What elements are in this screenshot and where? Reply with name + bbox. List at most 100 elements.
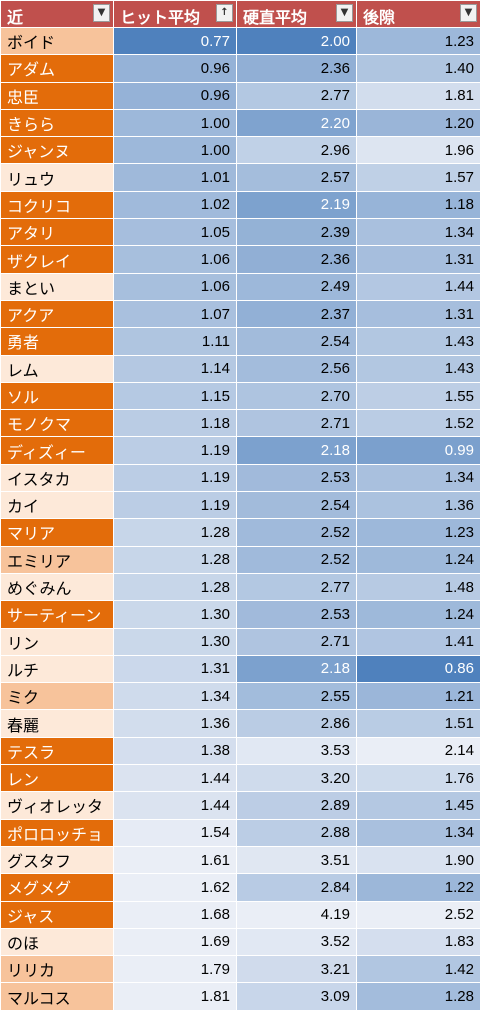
hit-average-cell[interactable]: 1.34: [114, 683, 237, 710]
recovery-cell[interactable]: 1.34: [357, 219, 480, 246]
name-cell[interactable]: アタリ: [1, 219, 114, 246]
recovery-cell[interactable]: 0.99: [357, 437, 480, 464]
recovery-cell[interactable]: 1.90: [357, 846, 480, 873]
recovery-cell[interactable]: 1.76: [357, 765, 480, 792]
filter-dropdown-icon[interactable]: ▼: [460, 4, 477, 22]
hit-average-cell[interactable]: 1.79: [114, 956, 237, 983]
stun-average-cell[interactable]: 2.84: [237, 874, 357, 901]
recovery-cell[interactable]: 0.86: [357, 655, 480, 682]
stun-average-cell[interactable]: 2.57: [237, 164, 357, 191]
name-cell[interactable]: アダム: [1, 55, 114, 82]
stun-average-cell[interactable]: 2.86: [237, 710, 357, 737]
recovery-cell[interactable]: 1.44: [357, 273, 480, 300]
stun-average-cell[interactable]: 2.71: [237, 410, 357, 437]
recovery-cell[interactable]: 1.21: [357, 683, 480, 710]
name-cell[interactable]: エミリア: [1, 546, 114, 573]
hit-average-cell[interactable]: 1.06: [114, 273, 237, 300]
name-cell[interactable]: モノクマ: [1, 410, 114, 437]
recovery-cell[interactable]: 1.52: [357, 410, 480, 437]
hit-average-cell[interactable]: 1.01: [114, 164, 237, 191]
name-cell[interactable]: コクリコ: [1, 191, 114, 218]
recovery-cell[interactable]: 1.40: [357, 55, 480, 82]
recovery-cell[interactable]: 1.34: [357, 819, 480, 846]
name-cell[interactable]: ソル: [1, 382, 114, 409]
hit-average-cell[interactable]: 1.54: [114, 819, 237, 846]
stun-average-cell[interactable]: 2.00: [237, 28, 357, 55]
stun-average-cell[interactable]: 2.77: [237, 573, 357, 600]
stun-average-cell[interactable]: 2.52: [237, 519, 357, 546]
hit-average-cell[interactable]: 1.28: [114, 519, 237, 546]
stun-average-cell[interactable]: 3.52: [237, 928, 357, 955]
name-cell[interactable]: アクア: [1, 300, 114, 327]
hit-average-cell[interactable]: 1.30: [114, 601, 237, 628]
hit-average-cell[interactable]: 1.28: [114, 546, 237, 573]
hit-average-cell[interactable]: 1.44: [114, 765, 237, 792]
stun-average-cell[interactable]: 2.89: [237, 792, 357, 819]
hit-average-cell[interactable]: 1.28: [114, 573, 237, 600]
recovery-cell[interactable]: 1.36: [357, 492, 480, 519]
stun-average-cell[interactable]: 2.77: [237, 82, 357, 109]
stun-average-cell[interactable]: 2.53: [237, 601, 357, 628]
column-header-stun-average[interactable]: 硬直平均 ▼: [237, 1, 357, 28]
hit-average-cell[interactable]: 1.69: [114, 928, 237, 955]
hit-average-cell[interactable]: 1.31: [114, 655, 237, 682]
hit-average-cell[interactable]: 0.77: [114, 28, 237, 55]
recovery-cell[interactable]: 2.52: [357, 901, 480, 928]
stun-average-cell[interactable]: 2.53: [237, 464, 357, 491]
hit-average-cell[interactable]: 1.06: [114, 246, 237, 273]
hit-average-cell[interactable]: 1.61: [114, 846, 237, 873]
stun-average-cell[interactable]: 4.19: [237, 901, 357, 928]
hit-average-cell[interactable]: 1.68: [114, 901, 237, 928]
stun-average-cell[interactable]: 3.21: [237, 956, 357, 983]
hit-average-cell[interactable]: 1.38: [114, 737, 237, 764]
hit-average-cell[interactable]: 1.19: [114, 464, 237, 491]
name-cell[interactable]: サーティーン: [1, 601, 114, 628]
name-cell[interactable]: レム: [1, 355, 114, 382]
column-header-recovery[interactable]: 後隙 ▼: [357, 1, 480, 28]
hit-average-cell[interactable]: 1.81: [114, 983, 237, 1010]
filter-dropdown-icon[interactable]: ▼: [336, 4, 353, 22]
stun-average-cell[interactable]: 2.88: [237, 819, 357, 846]
name-cell[interactable]: 忠臣: [1, 82, 114, 109]
hit-average-cell[interactable]: 1.02: [114, 191, 237, 218]
stun-average-cell[interactable]: 2.37: [237, 300, 357, 327]
stun-average-cell[interactable]: 3.20: [237, 765, 357, 792]
recovery-cell[interactable]: 1.45: [357, 792, 480, 819]
name-cell[interactable]: ポロロッチョ: [1, 819, 114, 846]
stun-average-cell[interactable]: 2.36: [237, 246, 357, 273]
name-cell[interactable]: テスラ: [1, 737, 114, 764]
stun-average-cell[interactable]: 2.39: [237, 219, 357, 246]
stun-average-cell[interactable]: 2.20: [237, 109, 357, 136]
hit-average-cell[interactable]: 1.19: [114, 437, 237, 464]
stun-average-cell[interactable]: 2.56: [237, 355, 357, 382]
filter-dropdown-icon[interactable]: ▼: [93, 4, 110, 22]
recovery-cell[interactable]: 1.22: [357, 874, 480, 901]
hit-average-cell[interactable]: 1.36: [114, 710, 237, 737]
name-cell[interactable]: ヴィオレッタ: [1, 792, 114, 819]
stun-average-cell[interactable]: 3.53: [237, 737, 357, 764]
name-cell[interactable]: レン: [1, 765, 114, 792]
name-cell[interactable]: グスタフ: [1, 846, 114, 873]
name-cell[interactable]: めぐみん: [1, 573, 114, 600]
hit-average-cell[interactable]: 1.44: [114, 792, 237, 819]
name-cell[interactable]: ジャンヌ: [1, 137, 114, 164]
stun-average-cell[interactable]: 2.54: [237, 328, 357, 355]
recovery-cell[interactable]: 1.23: [357, 519, 480, 546]
name-cell[interactable]: ルチ: [1, 655, 114, 682]
hit-average-cell[interactable]: 1.05: [114, 219, 237, 246]
name-cell[interactable]: のほ: [1, 928, 114, 955]
name-cell[interactable]: ジャス: [1, 901, 114, 928]
name-cell[interactable]: 勇者: [1, 328, 114, 355]
recovery-cell[interactable]: 2.14: [357, 737, 480, 764]
hit-average-cell[interactable]: 1.18: [114, 410, 237, 437]
recovery-cell[interactable]: 1.57: [357, 164, 480, 191]
stun-average-cell[interactable]: 2.55: [237, 683, 357, 710]
name-cell[interactable]: ザクレイ: [1, 246, 114, 273]
stun-average-cell[interactable]: 2.96: [237, 137, 357, 164]
recovery-cell[interactable]: 1.55: [357, 382, 480, 409]
hit-average-cell[interactable]: 1.62: [114, 874, 237, 901]
stun-average-cell[interactable]: 2.70: [237, 382, 357, 409]
recovery-cell[interactable]: 1.48: [357, 573, 480, 600]
stun-average-cell[interactable]: 3.51: [237, 846, 357, 873]
recovery-cell[interactable]: 1.20: [357, 109, 480, 136]
